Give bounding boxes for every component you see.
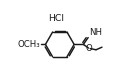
Text: O: O bbox=[86, 44, 93, 53]
Text: HCl: HCl bbox=[48, 14, 64, 23]
Text: OCH₃: OCH₃ bbox=[17, 40, 40, 49]
Text: NH: NH bbox=[89, 28, 102, 37]
